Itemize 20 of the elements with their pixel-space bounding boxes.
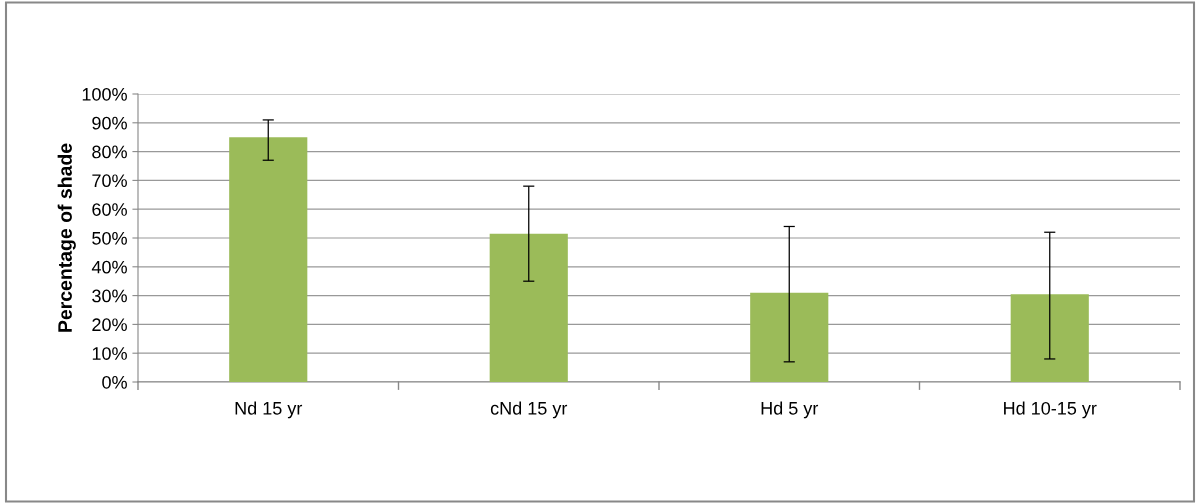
bar <box>750 292 829 382</box>
y-tick-label: 100% <box>82 87 127 101</box>
y-tick-label: 60% <box>92 203 127 216</box>
y-tick-label: 0% <box>102 375 127 389</box>
bar <box>489 233 568 382</box>
y-tick-label: 20% <box>92 318 127 332</box>
y-tick-label: 10% <box>92 347 127 360</box>
y-axis-title: Percentage of shade <box>57 143 76 332</box>
y-tick-label: 80% <box>92 145 127 159</box>
y-tick-label: 50% <box>92 231 127 245</box>
bar <box>229 137 308 382</box>
x-tick-label: Hd 10-15 yr <box>1004 401 1097 419</box>
x-tick-label: Hd 5 yr <box>761 401 819 419</box>
y-tick-label: 90% <box>92 116 127 130</box>
y-tick-label: 30% <box>92 289 127 303</box>
x-tick-label: Nd 15 yr <box>235 401 303 419</box>
x-tick-label: cNd 15 yr <box>490 401 568 419</box>
y-tick-label: 40% <box>91 260 127 274</box>
bar <box>1010 294 1089 382</box>
y-tick-label: 70% <box>92 174 127 188</box>
